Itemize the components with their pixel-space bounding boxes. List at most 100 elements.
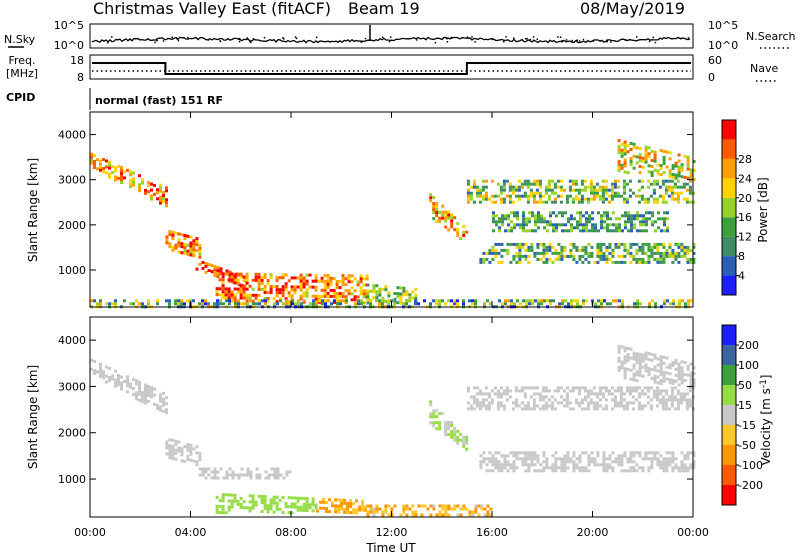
heatmap-cell xyxy=(216,266,220,270)
heatmap-cell xyxy=(352,511,356,515)
heatmap-cell xyxy=(346,504,350,508)
x-tick-label: 00:00 xyxy=(74,526,106,539)
heatmap-cell xyxy=(299,276,303,280)
heatmap-cell xyxy=(279,299,282,303)
heatmap-cell xyxy=(551,251,555,255)
heatmap-cell xyxy=(661,200,665,204)
heatmap-cell xyxy=(293,505,297,509)
heatmap-cell xyxy=(538,179,542,183)
heatmap-cell xyxy=(429,302,432,306)
heatmap-cell xyxy=(559,185,563,189)
heatmap-cell xyxy=(637,179,641,183)
n-search-point xyxy=(238,40,241,43)
heatmap-cell xyxy=(299,273,303,277)
heatmap-cell xyxy=(462,299,465,303)
heatmap-cell xyxy=(246,302,249,306)
heatmap-cell xyxy=(557,251,561,255)
heatmap-cell xyxy=(524,469,528,473)
heatmap-cell xyxy=(673,185,677,189)
heatmap-cell xyxy=(661,182,665,186)
heatmap-cell xyxy=(622,407,626,411)
heatmap-cell xyxy=(610,188,614,192)
heatmap-cell xyxy=(387,299,390,303)
heatmap-cell xyxy=(568,407,572,411)
heatmap-cell xyxy=(302,276,306,280)
heatmap-cell xyxy=(547,398,551,402)
heatmap-cell xyxy=(227,290,231,294)
heatmap-cell xyxy=(535,188,539,192)
heatmap-cell xyxy=(569,457,573,461)
heatmap-cell xyxy=(441,507,445,511)
heatmap-cell xyxy=(174,457,178,461)
heatmap-cell xyxy=(659,358,663,362)
heatmap-cell xyxy=(646,179,650,183)
heatmap-cell xyxy=(114,381,117,385)
heatmap-cell xyxy=(685,398,689,402)
heatmap-cell xyxy=(269,285,273,289)
heatmap-cell xyxy=(623,370,627,374)
heatmap-cell xyxy=(503,454,507,458)
heatmap-cell xyxy=(254,500,258,504)
heatmap-cell xyxy=(655,404,659,408)
noise-panel-frame xyxy=(89,23,694,49)
heatmap-cell xyxy=(207,467,211,471)
heatmap-cell xyxy=(620,366,624,370)
heatmap-cell xyxy=(653,380,657,384)
heatmap-cell xyxy=(305,509,309,513)
heatmap-cell xyxy=(496,395,500,399)
heatmap-cell xyxy=(623,140,627,144)
heatmap-cell xyxy=(683,254,687,258)
heatmap-cell xyxy=(243,302,246,306)
heatmap-cell xyxy=(192,299,195,303)
heatmap-cell xyxy=(581,260,585,264)
heatmap-cell xyxy=(540,302,543,306)
heatmap-cell xyxy=(219,299,222,303)
heatmap-cell xyxy=(692,257,696,261)
heatmap-cell xyxy=(544,401,548,405)
heatmap-cell xyxy=(608,242,612,246)
n-search-point xyxy=(471,36,473,38)
heatmap-cell xyxy=(138,386,141,390)
heatmap-cell xyxy=(530,451,534,455)
heatmap-cell xyxy=(570,223,573,227)
heatmap-cell xyxy=(655,398,659,402)
heatmap-cell xyxy=(595,188,599,192)
heatmap-cell xyxy=(472,395,476,399)
heatmap-cell xyxy=(688,191,692,195)
heatmap-cell xyxy=(278,291,282,295)
heatmap-cell xyxy=(485,469,489,473)
heatmap-cell xyxy=(230,293,234,297)
heatmap-cell xyxy=(561,223,564,227)
heatmap-cell xyxy=(586,200,590,204)
heatmap-cell xyxy=(629,451,633,455)
heatmap-cell xyxy=(450,507,454,511)
heatmap-cell xyxy=(653,257,657,261)
heatmap-cell xyxy=(494,451,498,455)
heatmap-cell xyxy=(324,302,327,306)
heatmap-cell xyxy=(583,398,587,402)
heatmap-cell xyxy=(438,421,442,425)
heatmap-cell xyxy=(162,409,165,413)
heatmap-cell xyxy=(650,352,654,356)
heatmap-cell xyxy=(638,159,642,163)
heatmap-cell xyxy=(242,293,246,297)
heatmap-cell xyxy=(257,293,261,297)
heatmap-cell xyxy=(117,380,120,384)
heatmap-cell xyxy=(305,506,309,510)
n-search-point xyxy=(162,40,165,42)
heatmap-cell xyxy=(554,460,558,464)
heatmap-cell xyxy=(492,211,495,215)
heatmap-cell xyxy=(627,214,630,218)
heatmap-cell xyxy=(677,383,681,387)
heatmap-cell xyxy=(572,245,576,249)
heatmap-cell xyxy=(453,432,457,436)
heatmap-cell xyxy=(192,248,196,252)
heatmap-cell xyxy=(662,373,666,377)
heatmap-cell xyxy=(261,299,264,303)
heatmap-cell xyxy=(478,392,482,396)
heatmap-cell xyxy=(610,185,614,189)
heatmap-cell xyxy=(618,299,621,303)
heatmap-cell xyxy=(663,223,666,227)
heatmap-cell xyxy=(622,191,626,195)
